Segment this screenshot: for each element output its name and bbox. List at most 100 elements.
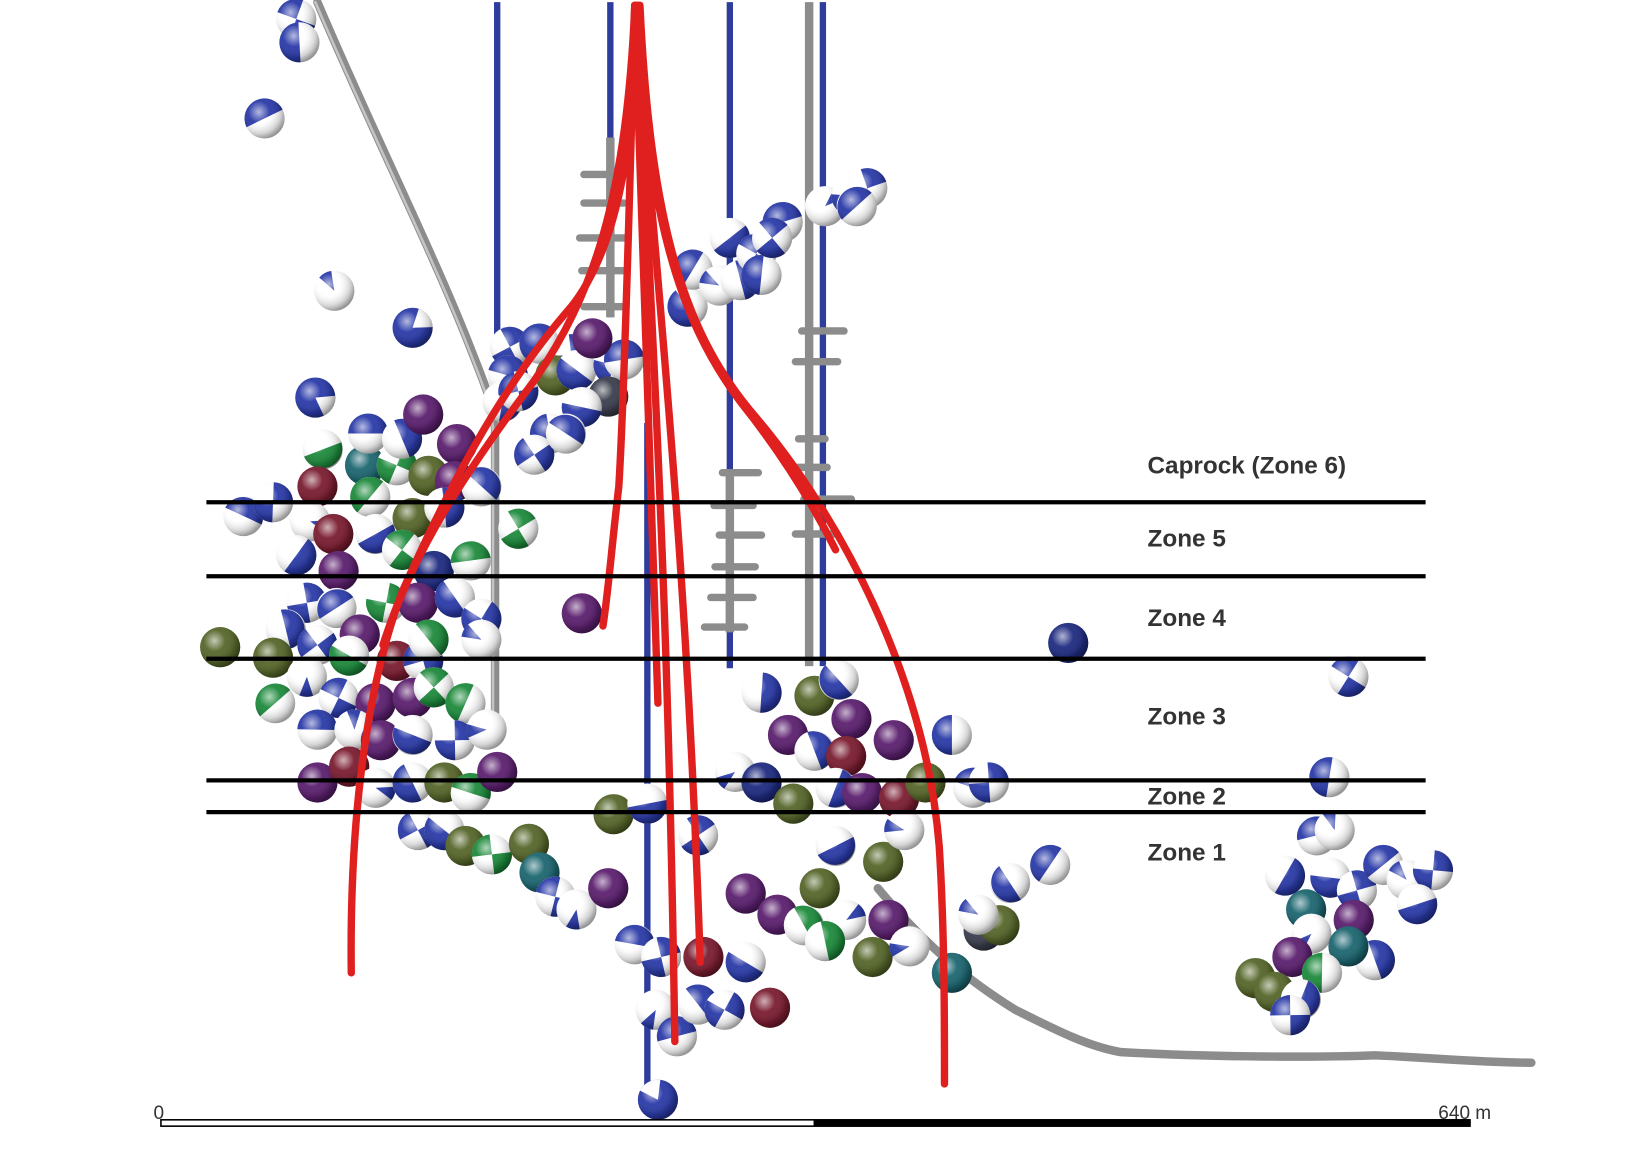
beachball-shading	[741, 672, 782, 713]
event-beachball	[799, 868, 840, 909]
beachball-shading	[1328, 656, 1369, 697]
event-beachball	[836, 186, 877, 227]
event-beachball	[514, 434, 555, 475]
scale-bar-end-label: 640 m	[1438, 1103, 1491, 1124]
red-well-b	[379, 4, 639, 649]
beachball-shading	[725, 942, 766, 983]
event-beachball	[477, 751, 518, 793]
beachball-shading	[392, 307, 433, 348]
event-beachball	[556, 350, 597, 391]
event-beachball	[255, 683, 296, 724]
beachball-shading	[316, 587, 357, 629]
beachball-shading	[931, 714, 972, 756]
beachball-shading	[392, 498, 433, 539]
event-beachball	[1270, 995, 1311, 1036]
event-beachball	[316, 587, 357, 629]
beachball-shading	[381, 529, 423, 570]
event-beachball	[1030, 844, 1071, 886]
event-beachball	[741, 254, 782, 296]
beachball-shading	[403, 394, 444, 435]
beachball-shading	[773, 783, 814, 824]
beachball-shading	[329, 635, 370, 676]
event-beachball	[725, 873, 766, 914]
beachball-shading	[637, 1079, 679, 1120]
event-beachball	[931, 714, 972, 756]
beachball-shading	[286, 656, 327, 697]
event-beachball	[884, 809, 925, 851]
event-beachball	[1328, 926, 1369, 967]
beachball-shading	[1397, 884, 1438, 925]
event-beachball	[392, 498, 433, 539]
beachball-shading	[1412, 850, 1454, 891]
beachball-shading	[498, 371, 539, 412]
event-beachball	[403, 394, 444, 435]
beachball-shading	[1272, 936, 1313, 978]
event-beachball	[350, 476, 391, 518]
event-beachball	[804, 920, 846, 962]
beachball-shading	[627, 783, 668, 824]
beachball-shading	[461, 619, 502, 660]
event-beachball	[863, 841, 904, 882]
beachball-shading	[863, 841, 904, 882]
event-beachball	[831, 698, 872, 740]
beachball-shading	[397, 582, 438, 623]
event-beachball	[498, 508, 539, 549]
zone-label-3: Zone 3	[1148, 703, 1226, 730]
red-well-h	[633, 1, 840, 554]
event-beachball	[725, 942, 766, 983]
scale-bar: 0 640 m	[154, 1103, 1491, 1127]
beachball-shading	[276, 535, 317, 576]
event-beachball	[276, 535, 317, 576]
event-beachball	[297, 624, 338, 666]
event-beachball	[704, 989, 745, 1030]
event-beachball	[302, 429, 343, 470]
beachball-shading	[989, 862, 1031, 904]
event-beachball	[1328, 656, 1369, 697]
beachball-shading	[255, 683, 296, 724]
event-beachball	[313, 513, 354, 555]
event-beachball	[561, 593, 602, 634]
zone-labels: Caprock (Zone 6) Zone 5 Zone 4 Zone 3 Zo…	[1148, 453, 1347, 867]
beachball-shading	[1048, 622, 1089, 664]
beachball-shading	[836, 186, 877, 227]
beachball-shading	[355, 767, 396, 808]
event-beachball	[989, 862, 1031, 904]
event-beachball	[286, 656, 327, 697]
beachball-shading	[794, 730, 835, 771]
event-beachball	[318, 677, 359, 719]
beachball-shading	[556, 350, 597, 391]
event-beachball	[297, 709, 338, 750]
beachball-shading	[318, 550, 359, 592]
event-beachball	[627, 783, 668, 824]
event-beachball	[297, 466, 338, 507]
event-beachball	[314, 270, 355, 311]
beachball-shading	[279, 22, 320, 63]
beachball-shading	[244, 98, 285, 139]
beachball-shading	[556, 889, 597, 930]
beachball-shading	[392, 714, 433, 756]
beachball-shading	[749, 987, 791, 1028]
beachball-shading	[413, 667, 454, 708]
event-beachball	[329, 635, 370, 676]
event-beachball	[749, 987, 791, 1028]
beachball-shading	[514, 434, 555, 475]
beachball-shading	[704, 989, 745, 1030]
event-beachball	[348, 413, 389, 454]
event-beachball	[545, 413, 587, 454]
event-beachball	[392, 307, 433, 348]
beachball-shading	[466, 709, 507, 750]
event-beachball	[889, 926, 930, 967]
event-beachball	[958, 894, 999, 935]
event-beachball	[1412, 850, 1454, 891]
event-beachball	[355, 767, 396, 808]
beachball-shading	[302, 429, 343, 470]
beachball-shading	[461, 466, 502, 507]
event-beachball	[1264, 855, 1306, 896]
beachball-shading	[350, 476, 391, 518]
event-beachball	[461, 619, 502, 660]
beachball-shading	[826, 735, 867, 777]
red-well-d	[630, 1, 662, 707]
beachball-shading	[818, 659, 859, 701]
deviated-well-lower-right	[873, 884, 1536, 1067]
